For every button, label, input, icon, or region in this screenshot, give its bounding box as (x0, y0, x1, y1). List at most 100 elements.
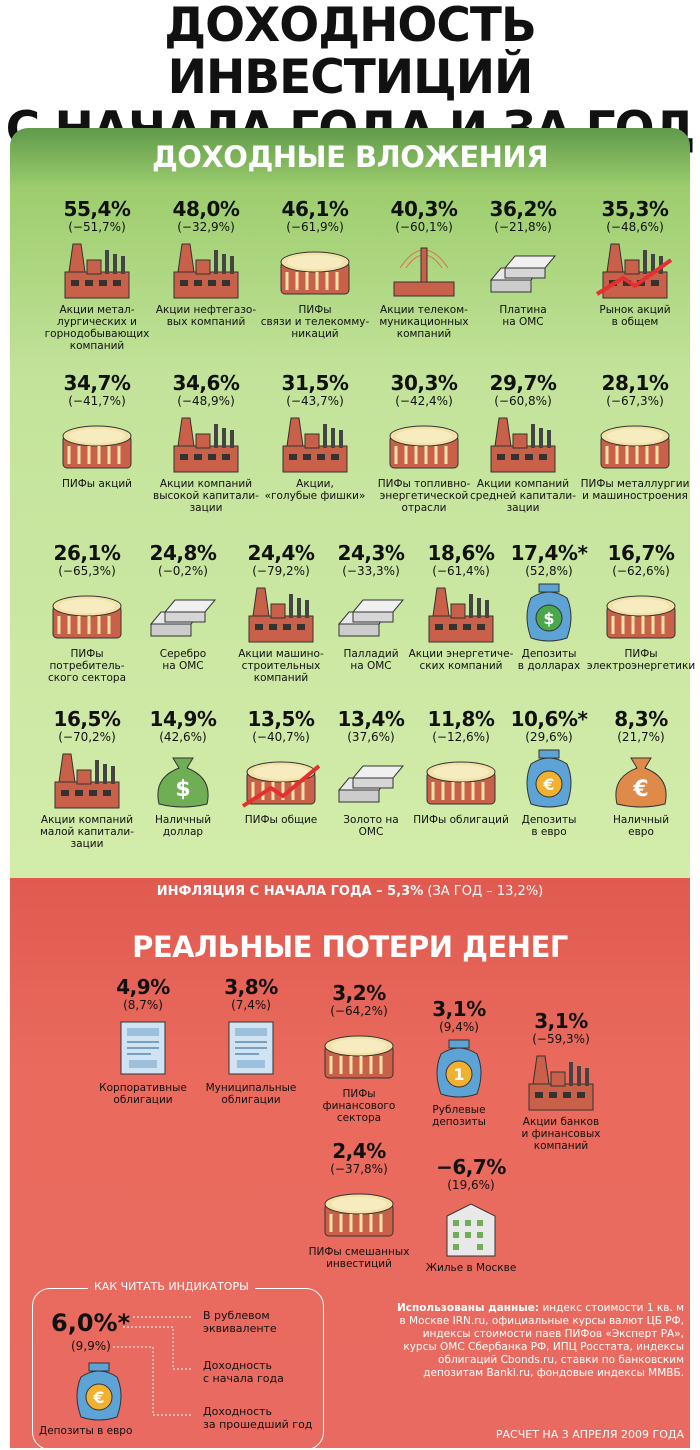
gains-panel: ДОХОДНЫЕ ВЛОЖЕНИЯ 55,4% (−51,7%) Акции ме… (10, 128, 695, 878)
indicator-label: ПИФы смешанных инвестиций (308, 1246, 410, 1270)
indicator-prev-year: (52,8%) (525, 564, 573, 578)
indicator-label: Золото на ОМС (343, 814, 399, 838)
indicator-prev-year: (8,7%) (123, 998, 163, 1012)
indicator-item: 3,1% (−59,3%) Акции банков и финансовых к… (506, 1010, 616, 1152)
indicator-item: 46,1% (−61,9%) ПИФы связи и телекомму- ни… (260, 198, 370, 340)
cake-icon (389, 425, 459, 469)
dollar-bag-icon: $ (157, 757, 209, 808)
cake-icon (324, 1193, 394, 1237)
indicator-item: 29,7% (−60,8%) Акции компаний средней кап… (468, 372, 578, 514)
legend-note-ytd: Доходность с начала года (203, 1359, 284, 1385)
indicator-label: Муниципальные облигации (205, 1082, 297, 1106)
indicator-value: 35,3% (601, 197, 669, 221)
inflation-rest: (ЗА ГОД – 13,2%) (423, 884, 544, 899)
indicator-item: 18,6% (−61,4%) Акции энергетиче- ских ком… (406, 542, 516, 672)
indicator-value: 11,8% (427, 707, 495, 731)
indicator-item: 10,6%* (29,6%) € Депозиты в евро (494, 708, 604, 838)
losses-heading: РЕАЛЬНЫЕ ПОТЕРИ ДЕНЕГ (132, 930, 568, 964)
indicator-prev-year: (−42,4%) (395, 394, 453, 408)
indicator-item: 36,2% (−21,8%) Платина на ОМС (468, 198, 578, 328)
indicator-prev-year: (37,6%) (347, 730, 395, 744)
indicator-prev-year: (−59,3%) (532, 1032, 590, 1046)
indicator-value: 24,8% (149, 541, 217, 565)
factory-icon (64, 243, 130, 299)
legend-note-currency: В рублевом эквиваленте (203, 1309, 277, 1335)
indicator-item: 24,8% (−0,2%) Серебро на ОМС (128, 542, 238, 672)
legend-connectors (113, 1316, 193, 1416)
indicator-prev-year: (−48,9%) (177, 394, 235, 408)
svg-text:€: € (632, 777, 648, 802)
svg-text:1: 1 (453, 1065, 464, 1084)
svg-text:€: € (92, 1388, 104, 1407)
indicator-label: Акции метал- лургических и горнодобывающ… (44, 304, 150, 352)
cake-icon (606, 595, 676, 639)
indicator-item: 16,5% (−70,2%) Акции компаний малой капит… (32, 708, 142, 850)
tower-icon (393, 247, 455, 297)
sources-bold: Использованы данные: (396, 1302, 540, 1314)
indicator-item: 35,3% (−48,6%) Рынок акций в общем (580, 198, 690, 328)
indicator-label: Серебро на ОМС (159, 648, 207, 672)
indicator-label: Депозиты в долларах (517, 648, 581, 672)
legend-title: КАК ЧИТАТЬ ИНДИКАТОРЫ (88, 1280, 255, 1293)
indicator-label: Палладий на ОМС (343, 648, 399, 672)
indicator-value: 16,5% (53, 707, 121, 731)
indicator-prev-year: (19,6%) (447, 1178, 495, 1192)
indicator-prev-year: (−40,7%) (252, 730, 310, 744)
calc-date: РАСЧЕТ НА 3 АПРЕЛЯ 2009 ГОДА (495, 1428, 684, 1441)
indicator-label: ПИФы общие (244, 814, 318, 826)
indicator-item: 14,9% (42,6%) $ Наличный доллар (128, 708, 238, 838)
indicator-label: Акции компаний средней капитали- зации (470, 478, 576, 514)
indicator-prev-year: (−61,4%) (432, 564, 490, 578)
indicator-item: 3,2% (−64,2%) ПИФы финансового сектора (304, 982, 414, 1124)
indicator-item: −6,7% (19,6%) Жилье в Москве (416, 1156, 526, 1274)
indicator-prev-year: (−67,3%) (606, 394, 664, 408)
indicator-item: 48,0% (−32,9%) Акции нефтегазо- вых компа… (151, 198, 261, 328)
indicator-value: 46,1% (281, 197, 349, 221)
indicator-item: 24,4% (−79,2%) Акции машино- строительных… (226, 542, 336, 684)
indicator-label: ПИФы потребитель- ского сектора (47, 648, 127, 684)
indicator-prev-year: (−79,2%) (252, 564, 310, 578)
indicator-label: ПИФы металлургии и машиностроения (580, 478, 690, 502)
indicator-label: Акции нефтегазо- вых компаний (155, 304, 257, 328)
indicator-value: −6,7% (436, 1155, 506, 1179)
indicator-label: Акции энергетиче- ских компаний (408, 648, 514, 672)
indicator-prev-year: (−12,6%) (432, 730, 490, 744)
title-line-1: ДОХОДНОСТЬ ИНВЕСТИЦИЙ (164, 0, 537, 105)
legend-sub: (9,9%) (71, 1339, 111, 1353)
svg-text:$: $ (175, 777, 190, 802)
sources-text: индекс стоимости 1 кв. м в Москве IRN.ru… (399, 1302, 684, 1379)
indicator-label: Платина на ОМС (499, 304, 547, 328)
indicator-prev-year: (−48,6%) (606, 220, 664, 234)
indicator-item: 34,7% (−41,7%) ПИФы акций (42, 372, 152, 490)
indicator-label: Жилье в Москве (425, 1262, 517, 1274)
indicator-label: ПИФы облигаций (413, 814, 509, 826)
indicator-item: 55,4% (−51,7%) Акции метал- лургических и… (42, 198, 152, 352)
indicator-value: 13,5% (247, 707, 315, 731)
indicator-prev-year: (−60,8%) (494, 394, 552, 408)
indicator-label: Акции банков и финансовых компаний (521, 1116, 601, 1152)
indicator-value: 8,3% (614, 707, 668, 731)
indicator-item: 3,8% (7,4%) Муниципальные облигации (196, 976, 306, 1106)
indicator-label: ПИФы топливно- энергетической отрасли (377, 478, 471, 514)
indicator-value: 24,4% (247, 541, 315, 565)
indicator-item: 2,4% (−37,8%) ПИФы смешанных инвестиций (304, 1140, 414, 1270)
bars-icon (489, 255, 557, 293)
legend-note-year: Доходность за прошедший год (203, 1405, 313, 1431)
indicator-label: Корпоративные облигации (99, 1082, 187, 1106)
indicator-value: 3,2% (332, 981, 386, 1005)
indicator-label: Акции, «голубые фишки» (264, 478, 366, 502)
indicator-prev-year: (−37,8%) (330, 1162, 388, 1176)
indicator-value: 13,4% (337, 707, 405, 731)
bars-icon (149, 599, 217, 637)
indicator-label: Наличный доллар (154, 814, 212, 838)
factory-icon (173, 417, 239, 473)
indicator-item: 11,8% (−12,6%) ПИФы облигаций (406, 708, 516, 826)
indicator-value: 34,6% (172, 371, 240, 395)
indicator-label: Рынок акций в общем (599, 304, 671, 328)
indicator-prev-year: (−21,8%) (494, 220, 552, 234)
factory-icon (248, 587, 314, 643)
indicator-prev-year: (21,7%) (617, 730, 665, 744)
ruble-jar-icon: 1 (436, 1039, 482, 1098)
indicator-item: 24,3% (−33,3%) Палладий на ОМС (316, 542, 426, 672)
indicator-item: 31,5% (−43,7%) Акции, «голубые фишки» (260, 372, 370, 502)
